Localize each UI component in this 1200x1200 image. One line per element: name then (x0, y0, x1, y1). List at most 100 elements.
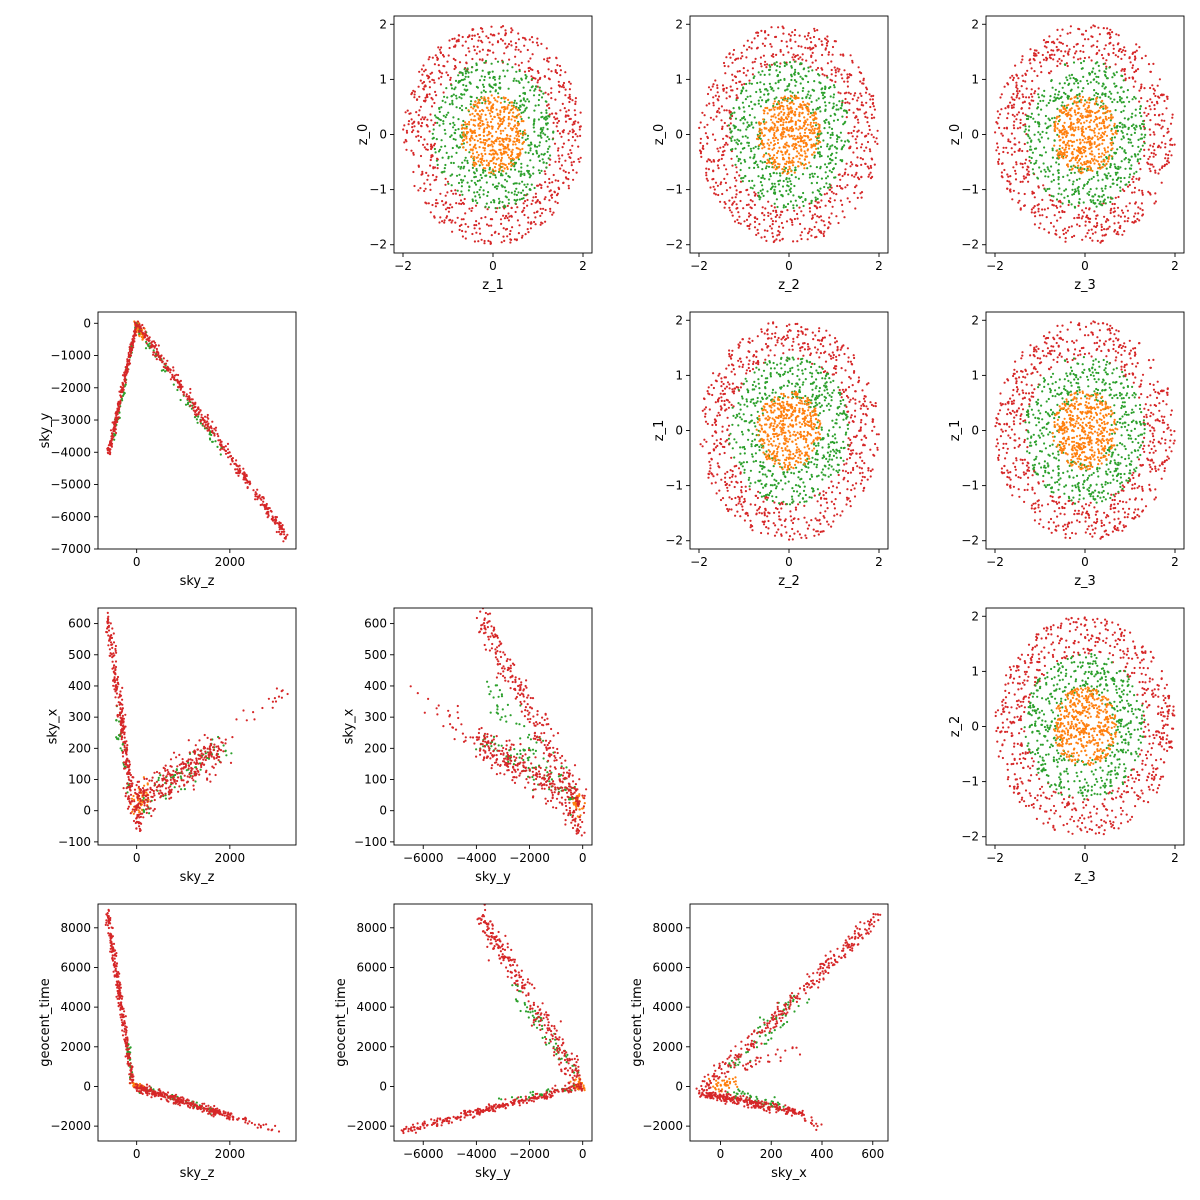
data-point (841, 99, 844, 102)
data-point (464, 123, 467, 126)
data-point (547, 157, 550, 160)
x-axis-label: z_2 (778, 278, 800, 293)
data-point (450, 134, 453, 137)
data-point (1057, 176, 1060, 179)
data-point (1084, 137, 1087, 140)
data-point (508, 137, 511, 140)
data-point (503, 217, 506, 220)
data-point (787, 202, 790, 206)
data-point (540, 111, 543, 114)
data-point (415, 98, 419, 101)
data-point (729, 85, 732, 88)
data-point (1096, 214, 1099, 217)
data-point (499, 119, 502, 122)
data-point (533, 130, 536, 133)
data-point (753, 153, 756, 156)
data-point (1018, 90, 1021, 93)
data-point (766, 63, 769, 66)
data-point (434, 90, 437, 93)
data-point (731, 61, 734, 64)
data-point (564, 114, 568, 117)
data-point (1153, 149, 1156, 152)
data-point (509, 157, 512, 161)
data-point (491, 110, 494, 114)
data-point (1096, 239, 1099, 242)
data-point (864, 115, 867, 118)
data-point (1124, 125, 1127, 128)
data-point (709, 88, 713, 91)
data-point (1090, 45, 1093, 48)
data-point (567, 184, 570, 187)
data-point (1047, 71, 1051, 74)
data-point (483, 96, 486, 99)
data-point (1069, 25, 1072, 28)
data-point (820, 219, 823, 222)
data-point (448, 206, 451, 210)
data-point (815, 68, 818, 71)
data-point (828, 87, 831, 90)
data-point (511, 129, 514, 132)
data-point (1095, 91, 1098, 95)
data-point (1147, 63, 1151, 66)
data-point (793, 209, 796, 212)
data-point (789, 34, 792, 37)
data-point (535, 41, 539, 44)
data-point (473, 164, 476, 167)
data-point (1080, 61, 1083, 65)
data-point (790, 170, 793, 173)
data-point (1105, 228, 1108, 231)
data-point (548, 181, 551, 184)
data-point (830, 73, 833, 76)
data-point (510, 206, 513, 209)
data-point (825, 166, 829, 169)
data-point (506, 146, 509, 149)
data-point (507, 118, 510, 121)
data-point (533, 120, 536, 123)
data-point (782, 27, 785, 30)
data-point (482, 134, 485, 137)
data-point (438, 110, 441, 113)
data-point (1166, 159, 1169, 162)
data-point (560, 164, 564, 167)
data-point (707, 158, 710, 161)
data-point (471, 112, 474, 115)
data-point (1144, 54, 1147, 58)
data-point (557, 80, 560, 83)
data-point (511, 107, 514, 110)
data-point (484, 90, 487, 94)
data-point (440, 106, 443, 109)
data-point (1029, 48, 1032, 51)
data-point (755, 47, 759, 50)
data-point (757, 175, 760, 178)
data-point (1134, 212, 1137, 215)
data-point (1056, 60, 1059, 63)
data-point (1043, 89, 1046, 92)
data-point (1047, 101, 1050, 105)
data-point (747, 203, 750, 206)
data-point (1112, 211, 1115, 214)
data-point (1064, 240, 1067, 243)
data-point (771, 232, 774, 235)
data-point (773, 158, 776, 161)
data-point (546, 57, 549, 60)
data-point (432, 166, 435, 169)
data-point (760, 139, 764, 142)
data-point (1126, 209, 1129, 212)
data-point (1050, 49, 1053, 52)
data-point (500, 122, 503, 126)
data-point (479, 119, 482, 122)
data-point (814, 205, 817, 208)
data-point (784, 162, 787, 165)
data-point (790, 78, 793, 82)
data-point (1064, 237, 1067, 240)
data-point (1086, 182, 1089, 185)
data-point (1147, 148, 1150, 151)
data-point (738, 174, 741, 177)
data-point (465, 132, 468, 135)
data-point (1167, 157, 1170, 160)
data-point (772, 240, 775, 244)
data-point (451, 173, 454, 176)
data-point (475, 62, 478, 65)
data-point (556, 192, 560, 195)
data-point (472, 161, 475, 164)
